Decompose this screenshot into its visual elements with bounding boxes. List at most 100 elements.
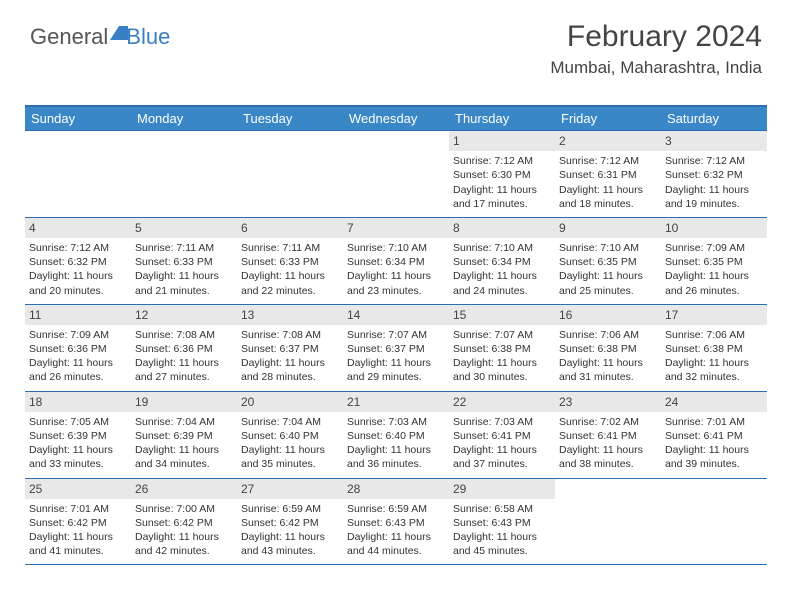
day-number: 14 (343, 305, 449, 325)
daylight-text: Daylight: 11 hours and 42 minutes. (135, 530, 233, 558)
day-cell: 26Sunrise: 7:00 AMSunset: 6:42 PMDayligh… (131, 479, 237, 565)
sunset-text: Sunset: 6:39 PM (135, 429, 233, 443)
sunset-text: Sunset: 6:38 PM (559, 342, 657, 356)
day-number: 1 (449, 131, 555, 151)
day-cell (661, 479, 767, 565)
sunset-text: Sunset: 6:38 PM (453, 342, 551, 356)
day-number: 17 (661, 305, 767, 325)
day-number-empty (343, 131, 449, 149)
sunset-text: Sunset: 6:37 PM (241, 342, 339, 356)
sunrise-text: Sunrise: 7:11 AM (135, 241, 233, 255)
sunrise-text: Sunrise: 7:08 AM (241, 328, 339, 342)
day-number: 3 (661, 131, 767, 151)
day-number: 28 (343, 479, 449, 499)
day-cell: 25Sunrise: 7:01 AMSunset: 6:42 PMDayligh… (25, 479, 131, 565)
header-wednesday: Wednesday (343, 107, 449, 130)
day-cell: 27Sunrise: 6:59 AMSunset: 6:42 PMDayligh… (237, 479, 343, 565)
sunrise-text: Sunrise: 7:06 AM (665, 328, 763, 342)
day-number: 8 (449, 218, 555, 238)
sunrise-text: Sunrise: 6:59 AM (347, 502, 445, 516)
sunrise-text: Sunrise: 6:58 AM (453, 502, 551, 516)
header-friday: Friday (555, 107, 661, 130)
day-number: 4 (25, 218, 131, 238)
day-cell (343, 131, 449, 217)
sunset-text: Sunset: 6:33 PM (241, 255, 339, 269)
day-cell: 16Sunrise: 7:06 AMSunset: 6:38 PMDayligh… (555, 305, 661, 391)
week-row: 4Sunrise: 7:12 AMSunset: 6:32 PMDaylight… (25, 218, 767, 305)
sunrise-text: Sunrise: 7:07 AM (347, 328, 445, 342)
day-number: 12 (131, 305, 237, 325)
day-cell: 28 Sunrise: 6:59 AMSunset: 6:43 PMDayligh… (343, 479, 449, 565)
logo: General Blue (30, 24, 170, 50)
daylight-text: Daylight: 11 hours and 17 minutes. (453, 183, 551, 211)
sunset-text: Sunset: 6:34 PM (347, 255, 445, 269)
sunset-text: Sunset: 6:43 PM (347, 516, 445, 530)
daylight-text: Daylight: 11 hours and 24 minutes. (453, 269, 551, 297)
sunset-text: Sunset: 6:38 PM (665, 342, 763, 356)
day-number: 10 (661, 218, 767, 238)
sunrise-text: Sunrise: 7:01 AM (29, 502, 127, 516)
daylight-text: Daylight: 11 hours and 44 minutes. (347, 530, 445, 558)
day-cell: 10Sunrise: 7:09 AMSunset: 6:35 PMDayligh… (661, 218, 767, 304)
sunrise-text: Sunrise: 7:03 AM (347, 415, 445, 429)
sunset-text: Sunset: 6:33 PM (135, 255, 233, 269)
sunset-text: Sunset: 6:41 PM (453, 429, 551, 443)
header-sunday: Sunday (25, 107, 131, 130)
day-number: 13 (237, 305, 343, 325)
day-cell (237, 131, 343, 217)
sunset-text: Sunset: 6:35 PM (559, 255, 657, 269)
sunset-text: Sunset: 6:32 PM (665, 168, 763, 182)
sunrise-text: Sunrise: 7:12 AM (665, 154, 763, 168)
day-cell: 19Sunrise: 7:04 AMSunset: 6:39 PMDayligh… (131, 392, 237, 478)
daylight-text: Daylight: 11 hours and 29 minutes. (347, 356, 445, 384)
day-number: 26 (131, 479, 237, 499)
day-number: 11 (25, 305, 131, 325)
sunset-text: Sunset: 6:41 PM (665, 429, 763, 443)
daylight-text: Daylight: 11 hours and 45 minutes. (453, 530, 551, 558)
day-number: 23 (555, 392, 661, 412)
day-number: 21 (343, 392, 449, 412)
day-cell (25, 131, 131, 217)
sunrise-text: Sunrise: 7:10 AM (347, 241, 445, 255)
sunset-text: Sunset: 6:31 PM (559, 168, 657, 182)
daylight-text: Daylight: 11 hours and 26 minutes. (665, 269, 763, 297)
sunrise-text: Sunrise: 7:12 AM (453, 154, 551, 168)
day-number: 15 (449, 305, 555, 325)
logo-triangle-icon (110, 26, 128, 40)
sunset-text: Sunset: 6:39 PM (29, 429, 127, 443)
daylight-text: Daylight: 11 hours and 23 minutes. (347, 269, 445, 297)
sunrise-text: Sunrise: 7:01 AM (665, 415, 763, 429)
day-cell: 7Sunrise: 7:10 AMSunset: 6:34 PMDaylight… (343, 218, 449, 304)
sunset-text: Sunset: 6:36 PM (29, 342, 127, 356)
header-thursday: Thursday (449, 107, 555, 130)
day-cell: 9Sunrise: 7:10 AMSunset: 6:35 PMDaylight… (555, 218, 661, 304)
day-number-empty (555, 479, 661, 497)
sunrise-text: Sunrise: 7:05 AM (29, 415, 127, 429)
daylight-text: Daylight: 11 hours and 37 minutes. (453, 443, 551, 471)
week-row: 25Sunrise: 7:01 AMSunset: 6:42 PMDayligh… (25, 479, 767, 566)
day-cell: 12Sunrise: 7:08 AMSunset: 6:36 PMDayligh… (131, 305, 237, 391)
title-block: February 2024 Mumbai, Maharashtra, India (550, 20, 762, 78)
sunset-text: Sunset: 6:30 PM (453, 168, 551, 182)
day-number: 25 (25, 479, 131, 499)
day-cell (131, 131, 237, 217)
day-number: 18 (25, 392, 131, 412)
daylight-text: Daylight: 11 hours and 31 minutes. (559, 356, 657, 384)
header-monday: Monday (131, 107, 237, 130)
day-number-empty (661, 479, 767, 497)
sunrise-text: Sunrise: 7:04 AM (241, 415, 339, 429)
sunset-text: Sunset: 6:42 PM (29, 516, 127, 530)
sunrise-text: Sunrise: 7:10 AM (559, 241, 657, 255)
day-number: 6 (237, 218, 343, 238)
sunset-text: Sunset: 6:43 PM (453, 516, 551, 530)
sunset-text: Sunset: 6:42 PM (241, 516, 339, 530)
sunrise-text: Sunrise: 7:09 AM (665, 241, 763, 255)
daylight-text: Daylight: 11 hours and 26 minutes. (29, 356, 127, 384)
sunset-text: Sunset: 6:41 PM (559, 429, 657, 443)
day-cell (555, 479, 661, 565)
sunset-text: Sunset: 6:36 PM (135, 342, 233, 356)
sunrise-text: Sunrise: 7:06 AM (559, 328, 657, 342)
sunset-text: Sunset: 6:40 PM (347, 429, 445, 443)
daylight-text: Daylight: 11 hours and 32 minutes. (665, 356, 763, 384)
day-cell: 24Sunrise: 7:01 AMSunset: 6:41 PMDayligh… (661, 392, 767, 478)
